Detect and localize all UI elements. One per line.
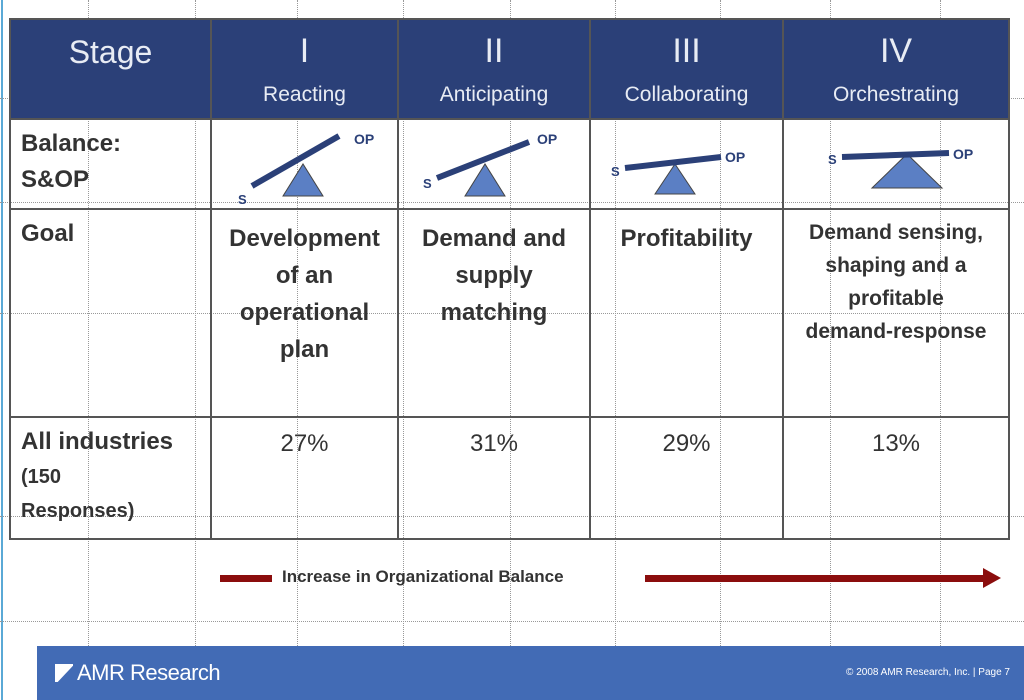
svg-text:S: S (611, 164, 620, 179)
balance-label: Balance: S&OP (21, 130, 122, 193)
seesaw-cell: S OP (589, 118, 784, 210)
slide-edge (1, 0, 3, 700)
balance-arrow: Increase in Organizational Balance (0, 566, 1024, 590)
industries-row: All industries (150 Responses) 27% 31% 29%… (9, 416, 1010, 540)
stage-name: Orchestrating (832, 83, 960, 106)
stage-header: Stage (68, 34, 153, 70)
stage-name: Reacting (263, 83, 346, 106)
footer: AMR Research © 2008 AMR Research, Inc. |… (37, 646, 1024, 700)
goal-label: Goal (21, 220, 75, 247)
balance-row: Balance: S&OP S OP S OP S OP S OP (9, 118, 1010, 210)
svg-text:S: S (828, 152, 837, 167)
svg-text:S: S (423, 176, 432, 191)
svg-text:OP: OP (725, 149, 745, 165)
industries-label: All industries (150 Responses) (21, 428, 174, 522)
seesaw-cell: S OP (782, 118, 1010, 210)
percent-value: 31% (469, 430, 519, 457)
sop-stage-table: Stage I Reacting II Anticipating III Collab… (9, 18, 1010, 540)
svg-text:OP: OP (354, 131, 374, 147)
arrow-head-icon (983, 568, 1001, 588)
copyright: © 2008 AMR Research, Inc. | Page 7 (846, 667, 1010, 678)
arrow-label: Increase in Organizational Balance (282, 567, 564, 586)
percent-value: 29% (662, 430, 711, 457)
stage-numeral: II (484, 32, 504, 70)
stage-name: Anticipating (439, 83, 549, 106)
seesaw-icon: S OP (611, 149, 745, 195)
arrow-shaft (645, 575, 985, 582)
logo-mark-icon (55, 664, 73, 682)
svg-text:OP: OP (537, 131, 557, 147)
goal-value: Profitability (620, 225, 753, 252)
goal-value: Demand sensing, shaping and a profitable de… (805, 221, 987, 343)
stage-numeral: III (672, 32, 701, 70)
seesaw-icon: S OP (828, 146, 973, 189)
percent-value: 13% (871, 430, 921, 457)
goal-value: Development of an operational plan (229, 225, 380, 363)
seesaw-icon: S OP (238, 131, 374, 207)
seesaw-cell: S OP (397, 118, 591, 210)
seesaw-icon: S OP (423, 131, 557, 197)
goal-value: Demand and supply matching (421, 225, 567, 326)
stage-name: Collaborating (624, 83, 749, 106)
header-row: Stage I Reacting II Anticipating III Collab… (9, 18, 1010, 120)
amr-logo: AMR Research (55, 660, 221, 686)
arrow-tail (220, 575, 272, 582)
stage-numeral: IV (879, 32, 913, 70)
stage-numeral: I (299, 32, 310, 70)
goal-row: Goal Development of an operational plan Dem… (9, 208, 1010, 418)
svg-text:OP: OP (953, 146, 973, 162)
svg-text:S: S (238, 192, 247, 207)
percent-value: 27% (280, 430, 329, 457)
seesaw-cell: S OP (210, 118, 399, 210)
